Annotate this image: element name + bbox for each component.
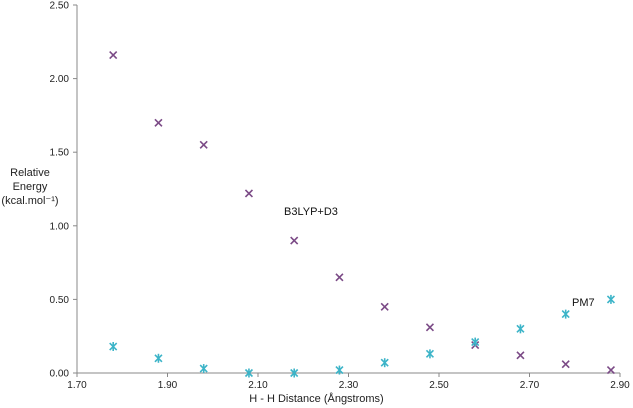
marker-stroke: [290, 236, 299, 245]
b3lyp-point: [335, 273, 344, 282]
y-tick-label: 1.50: [50, 148, 70, 159]
marker-stroke: [561, 360, 570, 369]
pm7-point: [244, 368, 254, 378]
pm7-point: [290, 368, 299, 378]
marker-stroke: [244, 189, 254, 198]
x-axis-label: H - H Distance (Ångstroms): [249, 393, 384, 405]
pm7-point: [335, 365, 344, 375]
x-tick-label: 1.70: [67, 380, 87, 391]
series-labels: B3LYP+D3 PM7: [284, 206, 595, 309]
x-tick-label: 2.50: [429, 380, 449, 391]
b3lyp-point: [561, 360, 570, 369]
b3lyp-point: [516, 351, 525, 360]
pm7-point: [561, 309, 570, 319]
marker-stroke: [335, 273, 344, 282]
b3lyp-point: [199, 140, 208, 149]
marker-stroke: [380, 302, 389, 311]
y-tick-label: 2.50: [50, 1, 70, 12]
pm7-point: [109, 342, 118, 352]
marker-stroke: [516, 351, 525, 360]
b3lyp-point: [425, 323, 435, 332]
pm7-point: [606, 294, 616, 304]
axes: 0.00 0.50 1.00 1.50 2.00 2.50 1.70 1.90 2.10 2.30…: [50, 1, 631, 392]
x-tick-label: 2.10: [248, 380, 268, 391]
pm7-point: [380, 358, 389, 368]
pm7-point: [425, 349, 435, 359]
y-axis-label-line-3: (kcal.mol⁻¹): [1, 195, 59, 207]
y-axis-label-line-2: Energy: [12, 181, 48, 193]
y-tick-label: 2.00: [50, 74, 70, 85]
x-tick-label: 1.90: [158, 380, 178, 391]
b3lyp-point: [290, 236, 299, 245]
y-tick-label: 1.00: [50, 221, 70, 232]
b3lyp-point: [244, 189, 254, 198]
b3lyp-point: [380, 302, 389, 311]
marker-stroke: [154, 118, 163, 127]
pm7-point: [471, 337, 480, 347]
y-tick-label: 0.50: [50, 295, 70, 306]
marker-stroke: [199, 140, 208, 149]
y-tick-label: 0.00: [50, 369, 70, 380]
marker-stroke: [109, 50, 118, 60]
b3lyp-point: [606, 365, 616, 375]
b3lyp-point: [154, 118, 163, 127]
x-tick-label: 2.70: [520, 380, 540, 391]
pm7-point: [154, 353, 163, 363]
pm7-point: [199, 364, 208, 374]
series-label-pm7: PM7: [572, 297, 595, 309]
data-marks: [109, 50, 616, 378]
x-tick-label: 2.30: [339, 380, 359, 391]
b3lyp-point: [109, 50, 118, 60]
pm7-point: [516, 324, 525, 334]
marker-stroke: [606, 365, 616, 375]
marker-stroke: [425, 323, 435, 332]
series-label-b3lyp: B3LYP+D3: [284, 206, 338, 218]
x-tick-label: 2.90: [610, 380, 630, 391]
y-axis-label-line-1: Relative: [10, 167, 50, 179]
